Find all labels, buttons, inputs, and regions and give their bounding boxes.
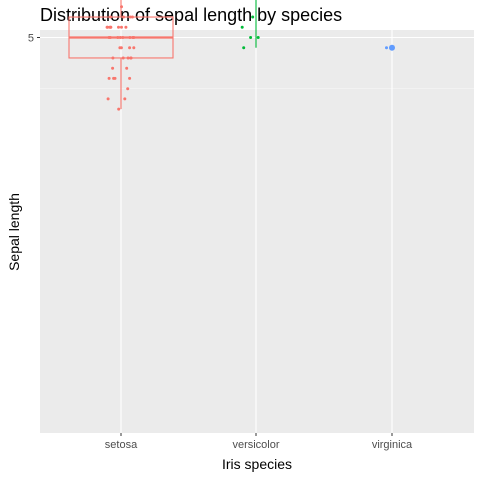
data-point	[385, 46, 388, 50]
data-point	[117, 107, 121, 111]
data-point	[124, 25, 128, 29]
data-point	[119, 46, 123, 50]
data-point	[123, 97, 127, 101]
chart-title: Distribution of sepal length by species	[40, 5, 342, 25]
data-point	[125, 66, 129, 70]
data-point	[240, 25, 244, 29]
box-layer	[68, 0, 395, 110]
data-point	[126, 87, 130, 91]
data-point	[105, 25, 109, 29]
data-point	[249, 36, 253, 39]
data-point	[128, 46, 132, 50]
y-tick-label: 5	[28, 33, 34, 45]
x-axis: setosa versicolor virginica	[105, 433, 413, 451]
data-point	[256, 36, 260, 39]
data-point	[117, 25, 120, 29]
x-tick-label: versicolor	[232, 439, 279, 451]
data-point	[120, 25, 123, 29]
data-point	[128, 76, 132, 80]
data-point	[111, 66, 115, 70]
plot-panel	[40, 30, 474, 433]
y-axis: 5678	[28, 33, 40, 45]
data-point	[106, 97, 110, 101]
y-axis-title: Sepal length	[6, 193, 22, 271]
data-point	[242, 46, 246, 50]
data-point	[112, 76, 116, 80]
x-axis-title: Iris species	[222, 456, 292, 472]
data-point	[108, 25, 112, 29]
data-point	[132, 46, 136, 50]
x-tick-label: setosa	[105, 439, 138, 451]
data-point	[107, 76, 111, 80]
data-point	[251, 15, 255, 19]
x-tick-label: virginica	[372, 439, 413, 451]
outlier-point	[389, 44, 395, 51]
